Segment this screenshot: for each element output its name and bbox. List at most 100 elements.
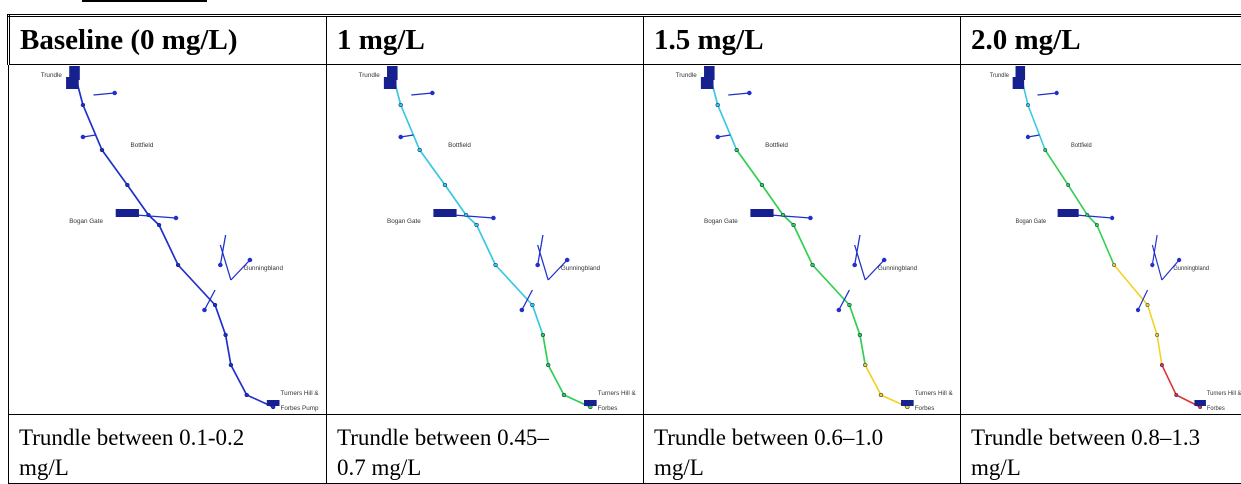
node-marker xyxy=(491,216,496,220)
place-label: Turners Hill & xyxy=(1207,391,1241,397)
place-label: Bogan Gate xyxy=(704,218,738,225)
node-marker xyxy=(112,91,117,95)
node-marker xyxy=(1150,263,1154,267)
node-marker xyxy=(863,363,867,367)
place-label: Forbes xyxy=(1207,406,1225,412)
pipe-branch xyxy=(453,215,493,218)
node-marker xyxy=(811,263,815,267)
pipe-segment xyxy=(178,265,215,305)
node-marker xyxy=(848,303,852,307)
town-cluster xyxy=(1194,400,1205,406)
pipe-branch xyxy=(1138,290,1148,310)
pipe-segment xyxy=(477,225,496,265)
town-cluster xyxy=(384,77,397,89)
place-label: Bottfield xyxy=(448,142,471,149)
pipe-branch xyxy=(1076,215,1112,218)
map-caption: Trundle between 0.6–1.0 mg/L xyxy=(644,415,894,483)
town-cluster xyxy=(901,400,914,406)
node-marker xyxy=(125,183,129,187)
pipe-segment xyxy=(1045,150,1068,185)
place-label: Turners Hill & xyxy=(598,390,637,397)
node-marker xyxy=(418,148,422,152)
place-label: Bottfield xyxy=(131,142,154,149)
node-marker xyxy=(245,393,249,397)
node-marker xyxy=(174,216,179,220)
column-header: 1 mg/L xyxy=(327,17,643,64)
caption-row: Trundle between 0.1-0.2 mg/L Trundle bet… xyxy=(9,415,1241,484)
pipe-segment xyxy=(543,335,548,365)
place-label: Turners Hill & xyxy=(915,390,954,397)
pipe-segment xyxy=(420,150,445,185)
node-marker xyxy=(1160,363,1163,367)
node-marker xyxy=(229,363,233,367)
pipe-segment xyxy=(83,105,102,150)
place-label: Turners Hill & xyxy=(281,390,320,397)
town-cluster xyxy=(701,77,714,89)
node-marker xyxy=(81,103,85,107)
town-cluster xyxy=(116,209,139,217)
pipe-segment xyxy=(215,305,226,335)
pipe-segment xyxy=(794,225,813,265)
node-marker xyxy=(248,258,253,262)
node-marker xyxy=(837,308,842,312)
place-label: Forbes xyxy=(598,405,618,412)
pipe-segment xyxy=(849,305,860,335)
place-label: Gunningbland xyxy=(244,265,284,272)
pipe-segment xyxy=(102,150,127,185)
node-marker xyxy=(565,258,570,262)
node-marker xyxy=(715,135,720,139)
node-marker xyxy=(858,333,862,337)
top-rule xyxy=(82,0,207,6)
node-marker xyxy=(531,303,535,307)
town-cluster xyxy=(1013,77,1024,89)
town-cluster xyxy=(1058,209,1079,217)
node-marker xyxy=(475,223,479,227)
place-label: Bogan Gate xyxy=(1016,219,1047,225)
node-marker xyxy=(520,308,525,312)
node-marker xyxy=(781,213,785,217)
node-marker xyxy=(1175,393,1178,397)
header-cell: 2.0 mg/L xyxy=(961,16,1241,65)
node-marker xyxy=(224,333,228,337)
pipe-segment xyxy=(718,105,737,150)
node-marker xyxy=(1112,263,1115,267)
pipe-segment xyxy=(860,335,865,365)
header-cell: 1.5 mg/L xyxy=(644,16,961,65)
pipe-segment xyxy=(159,225,178,265)
place-label: Trundle xyxy=(41,72,63,79)
place-label: Bottfield xyxy=(1071,143,1092,149)
node-marker xyxy=(808,216,813,220)
pipe-branch xyxy=(855,245,866,280)
pipe-segment xyxy=(1097,225,1114,265)
place-label: Trundle xyxy=(359,72,381,79)
pipe-segment xyxy=(1148,305,1158,335)
map-caption: Trundle between 0.8–1.3 mg/L xyxy=(961,415,1211,483)
node-marker xyxy=(1110,216,1114,220)
node-marker xyxy=(852,263,857,267)
header-cell: 1 mg/L xyxy=(327,16,644,65)
node-marker xyxy=(1055,91,1059,95)
pipe-branch xyxy=(204,290,215,310)
node-marker xyxy=(792,223,796,227)
pipe-segment xyxy=(813,265,850,305)
pipe-segment xyxy=(1162,365,1176,395)
node-marker xyxy=(1026,135,1030,139)
header-row: Baseline (0 mg/L) 1 mg/L 1.5 mg/L 2.0 mg… xyxy=(9,16,1241,65)
node-marker xyxy=(100,148,104,152)
pipe-branch xyxy=(94,93,115,95)
pipe-segment xyxy=(548,365,564,395)
node-marker xyxy=(399,103,403,107)
pipe-branch xyxy=(220,245,231,280)
place-label: Trundle xyxy=(676,72,698,79)
pipe-segment xyxy=(1028,105,1045,150)
node-marker xyxy=(1095,223,1098,227)
node-marker xyxy=(747,91,752,95)
place-label: Gunningbland xyxy=(1173,266,1209,272)
